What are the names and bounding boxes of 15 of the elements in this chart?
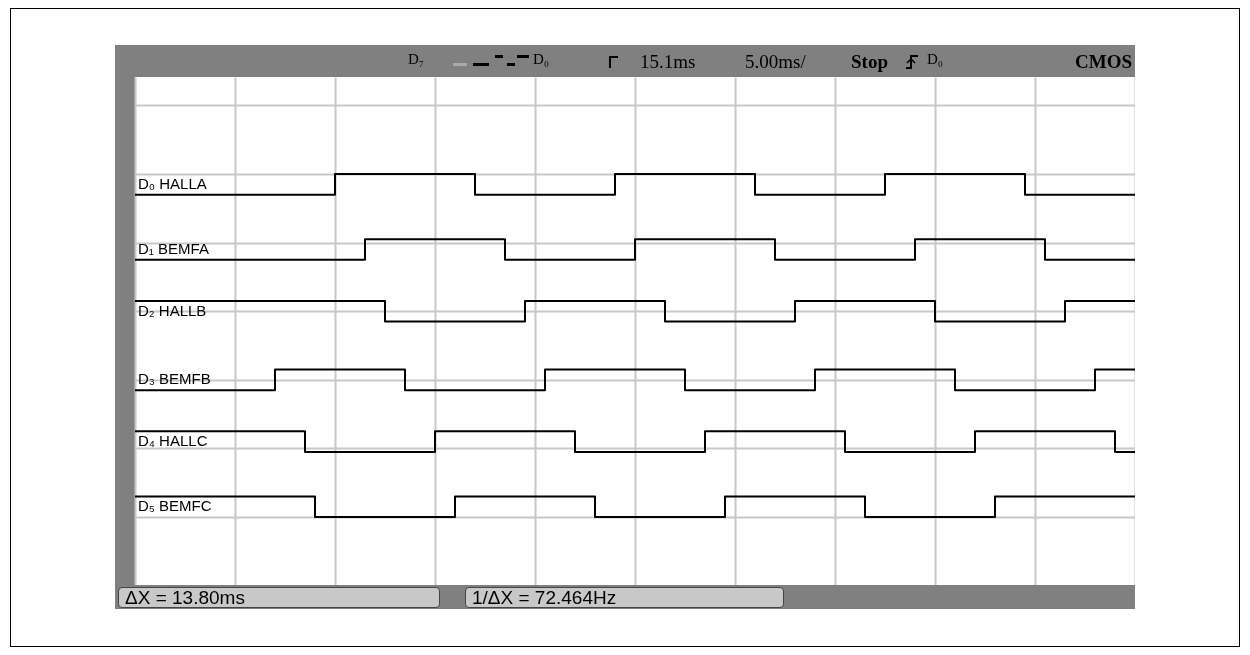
text: D₀ bbox=[533, 51, 550, 68]
text: 15.1ms bbox=[640, 51, 696, 73]
text: ΔX = 13.80ms bbox=[118, 587, 440, 608]
text: CMOS bbox=[1075, 51, 1132, 73]
series-label: D₂ HALLB bbox=[138, 301, 207, 319]
series-label: D₁ BEMFA bbox=[138, 239, 209, 257]
series-label: D₄ HALLC bbox=[138, 431, 208, 449]
series-label: D₅ BEMFC bbox=[138, 497, 212, 515]
series-label: D₃ BEMFB bbox=[138, 370, 211, 388]
text: D₀ bbox=[927, 51, 944, 68]
text: D₇ bbox=[408, 51, 425, 68]
series-label: D₀ HALLA bbox=[138, 174, 207, 192]
text: Stop bbox=[851, 51, 888, 73]
text: 1/ΔX = 72.464Hz bbox=[465, 587, 784, 608]
text: 5.00ms/ bbox=[745, 51, 806, 73]
